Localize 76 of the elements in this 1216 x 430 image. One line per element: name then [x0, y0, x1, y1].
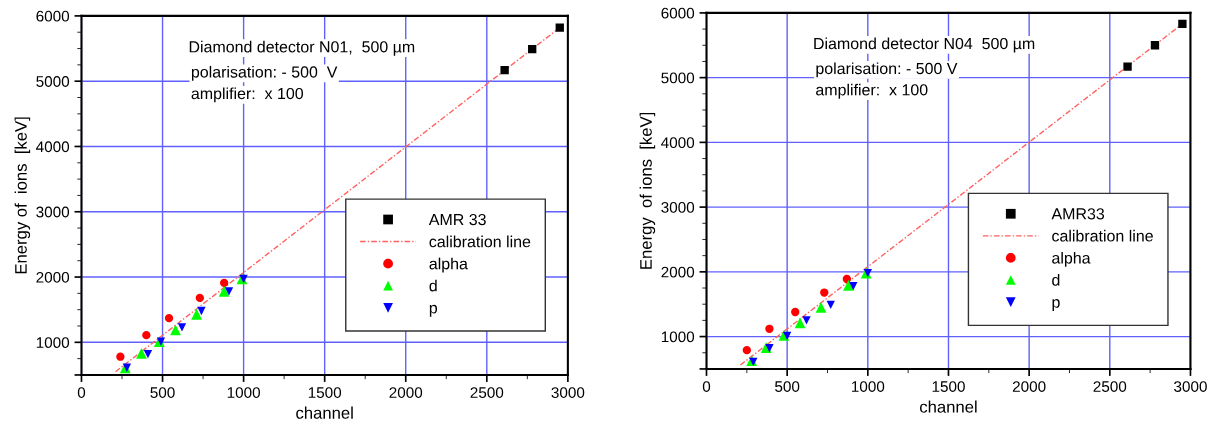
point [500, 65, 509, 75]
point [802, 316, 811, 325]
x-tick-label: 0 [702, 381, 711, 392]
y-tick-label: 3000 [36, 206, 70, 218]
x-tick-label: 1000 [227, 387, 260, 398]
annotation: Diamond detector N01, 500 µm [189, 40, 415, 56]
point [136, 348, 147, 359]
point [164, 314, 174, 323]
y-tick-label: 2000 [661, 266, 695, 278]
y-tick-label: 1000 [36, 337, 70, 349]
point [191, 308, 202, 320]
point [791, 307, 800, 317]
point [1178, 19, 1187, 29]
point [765, 324, 774, 333]
legend-label: alpha [429, 257, 468, 273]
x-tick-label: 1500 [308, 387, 342, 398]
y-tick-label: 2000 [36, 271, 70, 283]
legend-label: calibration line [1052, 229, 1153, 242]
x-tick-label: 2000 [1012, 381, 1046, 392]
point [782, 331, 792, 341]
legend-label: d [429, 279, 437, 292]
x-axis-title: channel [296, 406, 353, 419]
legend-label: p [1052, 299, 1060, 311]
point [142, 330, 151, 340]
point [116, 352, 125, 361]
y-tick-label: 3000 [661, 201, 695, 213]
legend-label: AMR 33 [428, 213, 486, 226]
point [197, 306, 206, 316]
x-tick-label: 500 [775, 381, 800, 392]
point [218, 286, 230, 297]
x-tick-label: 1000 [851, 381, 885, 392]
x-tick-label: 0 [77, 387, 86, 398]
y-tick-label: 4000 [661, 137, 695, 149]
point [555, 23, 564, 32]
x-tick-label: 1500 [932, 381, 965, 392]
point [765, 344, 774, 353]
point [843, 280, 854, 291]
y-tick-label: 5000 [661, 72, 695, 84]
point [1123, 62, 1132, 71]
point [794, 317, 806, 329]
point [815, 302, 827, 313]
point [224, 287, 234, 296]
annotation: polarisation: - 500 V [191, 65, 338, 81]
x-tick-label: 3000 [1174, 381, 1207, 392]
point [528, 45, 537, 54]
point [177, 323, 187, 332]
point [1150, 41, 1160, 50]
x-tick-label: 2000 [389, 387, 423, 398]
legend-label: alpha [1052, 251, 1091, 267]
point [195, 293, 204, 303]
legend-label: calibration line [429, 235, 531, 248]
y-axis-title: Energy of ions [keV] [14, 117, 31, 274]
x-tick-label: 2500 [470, 387, 504, 398]
annotation: amplifier: x 100 [191, 87, 304, 103]
y-tick-label: 6000 [36, 10, 70, 22]
annotation: Diamond detector N04 500 µm [814, 37, 1035, 53]
legend-label: p [429, 304, 438, 317]
point [820, 288, 829, 297]
x-tick-label: 2500 [1093, 381, 1127, 392]
point [742, 346, 751, 355]
y-tick-label: 1000 [661, 331, 695, 343]
y-tick-label: 5000 [36, 76, 70, 87]
x-tick-label: 500 [150, 387, 175, 398]
point [219, 278, 229, 288]
annotation: polarisation: - 500 V [816, 62, 958, 78]
x-tick-label: 3000 [551, 387, 585, 398]
y-tick-label: 4000 [36, 141, 70, 153]
x-axis-title: channel [920, 400, 977, 413]
point [143, 349, 153, 359]
y-tick-label: 6000 [661, 7, 695, 19]
y-axis-title: Energy of ions [keV] [639, 112, 656, 269]
point [849, 281, 858, 291]
legend-label: d [1052, 274, 1060, 286]
legend-label: AMR33 [1051, 208, 1105, 220]
point [826, 300, 835, 310]
annotation: amplifier: x 100 [816, 83, 928, 99]
